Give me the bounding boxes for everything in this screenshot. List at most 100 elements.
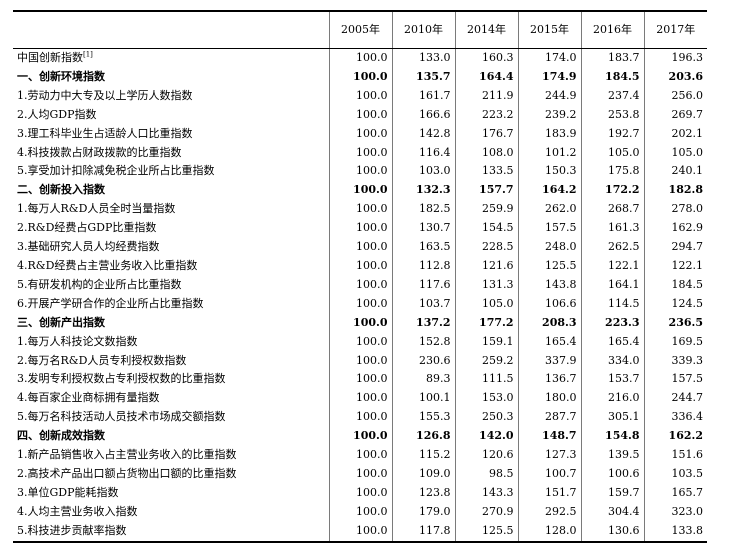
row-label-cell: 4.每百家企业商标拥有量指数 <box>13 389 329 408</box>
row-label-cell: 三、创新产出指数 <box>13 314 329 333</box>
value-cell: 100.0 <box>328 446 392 465</box>
value-cell: 125.5 <box>454 521 518 543</box>
value-cell: 159.1 <box>454 332 518 352</box>
value-cell: 133.0 <box>391 48 455 68</box>
value-cell: 121.6 <box>454 256 518 276</box>
value-cell: 100.0 <box>328 294 392 314</box>
row-label: 1.每万人科技论文数指数 <box>17 334 138 348</box>
section-row: 二、创新投入指数 100.0 132.3 157.7 164.2 172.2 182.8 <box>13 181 707 201</box>
table-row: 3.单位GDP能耗指数 100.0 123.8 143.3 151.7 159.7 165.… <box>13 483 707 503</box>
value-cell: 100.0 <box>328 124 392 144</box>
row-label: 5.有研发机构的企业所占比重指数 <box>17 277 182 291</box>
value-cell: 103.5 <box>643 464 707 484</box>
value-cell: 100.0 <box>328 275 392 295</box>
value-cell: 98.5 <box>454 464 518 484</box>
value-cell: 259.9 <box>454 200 518 220</box>
value-cell: 292.5 <box>517 502 581 522</box>
row-label-cell: 5.每万名科技活动人员技术市场成交额指数 <box>13 408 329 427</box>
value-cell: 230.6 <box>391 351 455 371</box>
value-cell: 139.5 <box>580 446 644 465</box>
row-label-cell: 3.理工科毕业生占适龄人口比重指数 <box>13 125 329 144</box>
value-cell: 105.0 <box>643 143 707 163</box>
table-row: 5.有研发机构的企业所占比重指数 100.0 117.6 131.3 143.8 164.… <box>13 275 707 295</box>
table-row: 5.科技进步贡献率指数 100.0 117.8 125.5 128.0 130.6 133.… <box>13 521 707 543</box>
value-cell: 208.3 <box>517 313 581 333</box>
value-cell: 248.0 <box>517 238 581 257</box>
value-cell: 151.7 <box>517 483 581 503</box>
value-cell: 105.0 <box>454 294 518 314</box>
value-cell: 253.8 <box>580 105 644 125</box>
row-label-cell: 2.人均GDP指数 <box>13 106 329 125</box>
table-row: 4.科技拨款占财政拨款的比重指数 100.0 116.4 108.0 101.2 105.… <box>13 143 707 163</box>
value-cell: 100.0 <box>328 332 392 352</box>
row-label: 三、创新产出指数 <box>17 315 105 329</box>
row-label: 4.人均主营业务收入指数 <box>17 504 138 518</box>
value-cell: 174.9 <box>517 67 581 87</box>
value-cell: 323.0 <box>643 502 707 522</box>
table-row: 中国创新指数[1] 100.0 133.0 160.3 174.0 183.7 196.3 <box>13 48 707 68</box>
row-label-cell: 3.单位GDP能耗指数 <box>13 484 329 503</box>
value-cell: 196.3 <box>643 48 707 68</box>
value-cell: 154.8 <box>580 427 644 447</box>
value-cell: 244.9 <box>517 86 581 106</box>
value-cell: 304.4 <box>580 502 644 522</box>
value-cell: 100.0 <box>328 502 392 522</box>
value-cell: 150.3 <box>517 162 581 182</box>
value-cell: 177.2 <box>454 313 518 333</box>
value-cell: 136.7 <box>517 370 581 390</box>
value-cell: 287.7 <box>517 408 581 428</box>
row-label: 2.高技术产品出口额占货物出口额的比重指数 <box>17 466 237 480</box>
value-cell: 100.0 <box>328 105 392 125</box>
value-cell: 250.3 <box>454 408 518 428</box>
section-row: 四、创新成效指数 100.0 126.8 142.0 148.7 154.8 162.2 <box>13 427 707 447</box>
value-cell: 161.7 <box>391 86 455 106</box>
value-cell: 114.5 <box>580 294 644 314</box>
value-cell: 117.8 <box>391 521 455 543</box>
row-label: 一、创新环境指数 <box>17 69 105 83</box>
row-label-cell: 1.每万人R&D人员全时当量指数 <box>13 200 329 219</box>
table-row: 1.劳动力中大专及以上学历人数指数 100.0 161.7 211.9 244.9 237… <box>13 86 707 106</box>
table-row: 1.每万人R&D人员全时当量指数 100.0 182.5 259.9 262.0 268.… <box>13 200 707 220</box>
value-cell: 159.7 <box>580 483 644 503</box>
value-cell: 103.0 <box>391 162 455 182</box>
value-cell: 151.6 <box>643 446 707 465</box>
value-cell: 294.7 <box>643 238 707 257</box>
value-cell: 174.0 <box>517 48 581 68</box>
value-cell: 268.7 <box>580 200 644 220</box>
value-cell: 164.4 <box>454 67 518 87</box>
table-row: 3.理工科毕业生占适龄人口比重指数 100.0 142.8 176.7 183.9 192… <box>13 124 707 144</box>
value-cell: 100.0 <box>328 181 392 201</box>
value-cell: 154.5 <box>454 219 518 239</box>
value-cell: 165.4 <box>580 332 644 352</box>
value-cell: 269.7 <box>643 105 707 125</box>
value-cell: 270.9 <box>454 502 518 522</box>
value-cell: 130.6 <box>580 521 644 543</box>
value-cell: 203.6 <box>643 67 707 87</box>
header-row: 2005年 2010年 2014年 2015年 2016年 2017年 <box>13 10 707 49</box>
value-cell: 100.0 <box>328 427 392 447</box>
row-label: 3.发明专利授权数占专利授权数的比重指数 <box>17 372 226 386</box>
row-label-cell: 3.发明专利授权数占专利授权数的比重指数 <box>13 370 329 389</box>
value-cell: 184.5 <box>643 275 707 295</box>
row-label-cell: 2.R&D经费占GDP比重指数 <box>13 219 329 238</box>
value-cell: 133.8 <box>643 521 707 543</box>
table-row: 3.基础研究人员人均经费指数 100.0 163.5 228.5 248.0 262.5 2… <box>13 238 707 257</box>
value-cell: 236.5 <box>643 313 707 333</box>
row-label-cell: 4.科技拨款占财政拨款的比重指数 <box>13 144 329 163</box>
value-cell: 216.0 <box>580 389 644 409</box>
table-row: 5.每万名科技活动人员技术市场成交额指数 100.0 155.3 250.3 287.7… <box>13 408 707 428</box>
table-row: 2.人均GDP指数 100.0 166.6 223.2 239.2 253.8 269.7 <box>13 105 707 125</box>
row-label: 3.理工科毕业生占适龄人口比重指数 <box>17 126 193 140</box>
row-label: 5.享受加计扣除减免税企业所占比重指数 <box>17 164 215 178</box>
table-row: 3.发明专利授权数占专利授权数的比重指数 100.0 89.3 111.5 136.7 1… <box>13 370 707 390</box>
value-cell: 160.3 <box>454 48 518 68</box>
value-cell: 164.1 <box>580 275 644 295</box>
value-cell: 100.0 <box>328 521 392 543</box>
value-cell: 120.6 <box>454 446 518 465</box>
row-label-cell: 6.开展产学研合作的企业所占比重指数 <box>13 295 329 314</box>
value-cell: 108.0 <box>454 143 518 163</box>
value-cell: 162.2 <box>643 427 707 447</box>
value-cell: 143.3 <box>454 483 518 503</box>
value-cell: 126.8 <box>391 427 455 447</box>
table-row: 5.享受加计扣除减免税企业所占比重指数 100.0 103.0 133.5 150.3 1… <box>13 162 707 182</box>
